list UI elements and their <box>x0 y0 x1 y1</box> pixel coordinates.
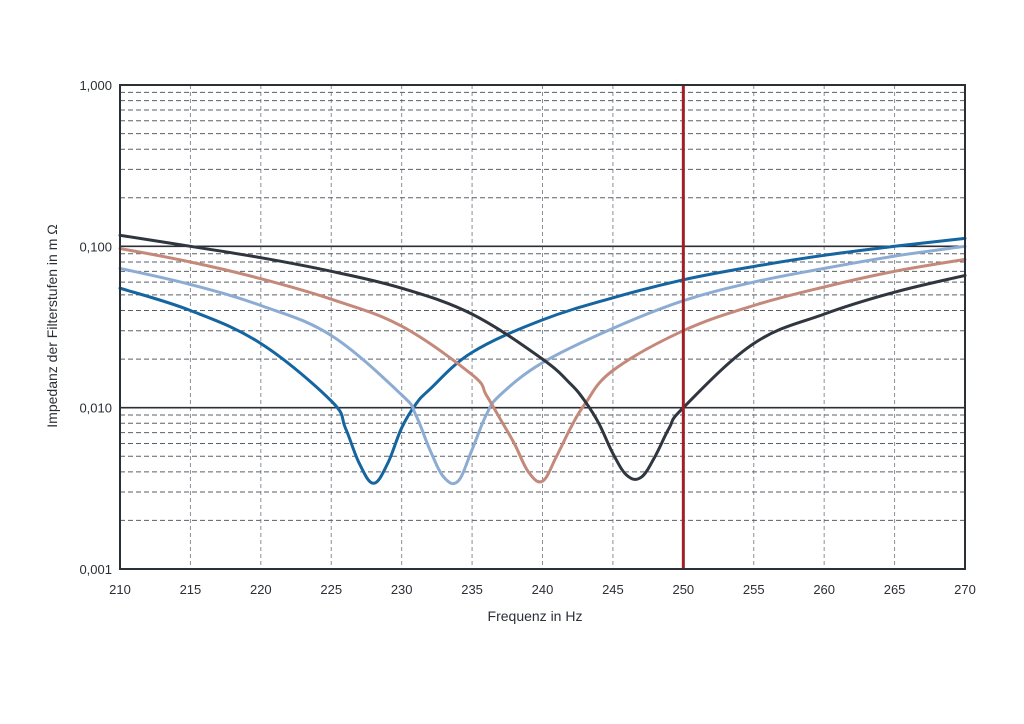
x-tick-label: 220 <box>250 582 272 597</box>
x-tick-labels: 210 215 220 225 230 235 240 245 250 255 260 265 270 <box>109 582 976 597</box>
x-tick-label: 255 <box>743 582 765 597</box>
x-tick-label: 250 <box>672 582 694 597</box>
x-tick-label: 270 <box>954 582 976 597</box>
y-tick-label: 0,100 <box>79 239 112 254</box>
series-line-4 <box>118 233 967 481</box>
y-tick-label: 0,001 <box>79 562 112 577</box>
grid <box>120 84 965 570</box>
x-tick-label: 225 <box>320 582 342 597</box>
series-line-2 <box>118 244 967 486</box>
y-tick-label: 0,010 <box>79 401 112 416</box>
x-tick-label: 245 <box>602 582 624 597</box>
x-axis-label: Frequenz in Hz <box>488 608 583 624</box>
x-tick-label: 215 <box>180 582 202 597</box>
y-tick-label: 1,000 <box>79 78 112 93</box>
x-tick-label: 235 <box>461 582 483 597</box>
y-axis-label: Impedanz der Filterstufen in m Ω <box>44 224 60 427</box>
series-line-3 <box>118 247 967 484</box>
series-line-1 <box>118 236 967 485</box>
x-tick-label: 240 <box>532 582 554 597</box>
x-tick-label: 260 <box>813 582 835 597</box>
plot-frame <box>119 84 966 570</box>
series-group <box>118 233 967 486</box>
y-tick-labels: 0,001 0,010 0,100 1,000 <box>79 78 112 577</box>
x-tick-label: 210 <box>109 582 131 597</box>
x-tick-label: 265 <box>884 582 906 597</box>
x-tick-label: 230 <box>391 582 413 597</box>
